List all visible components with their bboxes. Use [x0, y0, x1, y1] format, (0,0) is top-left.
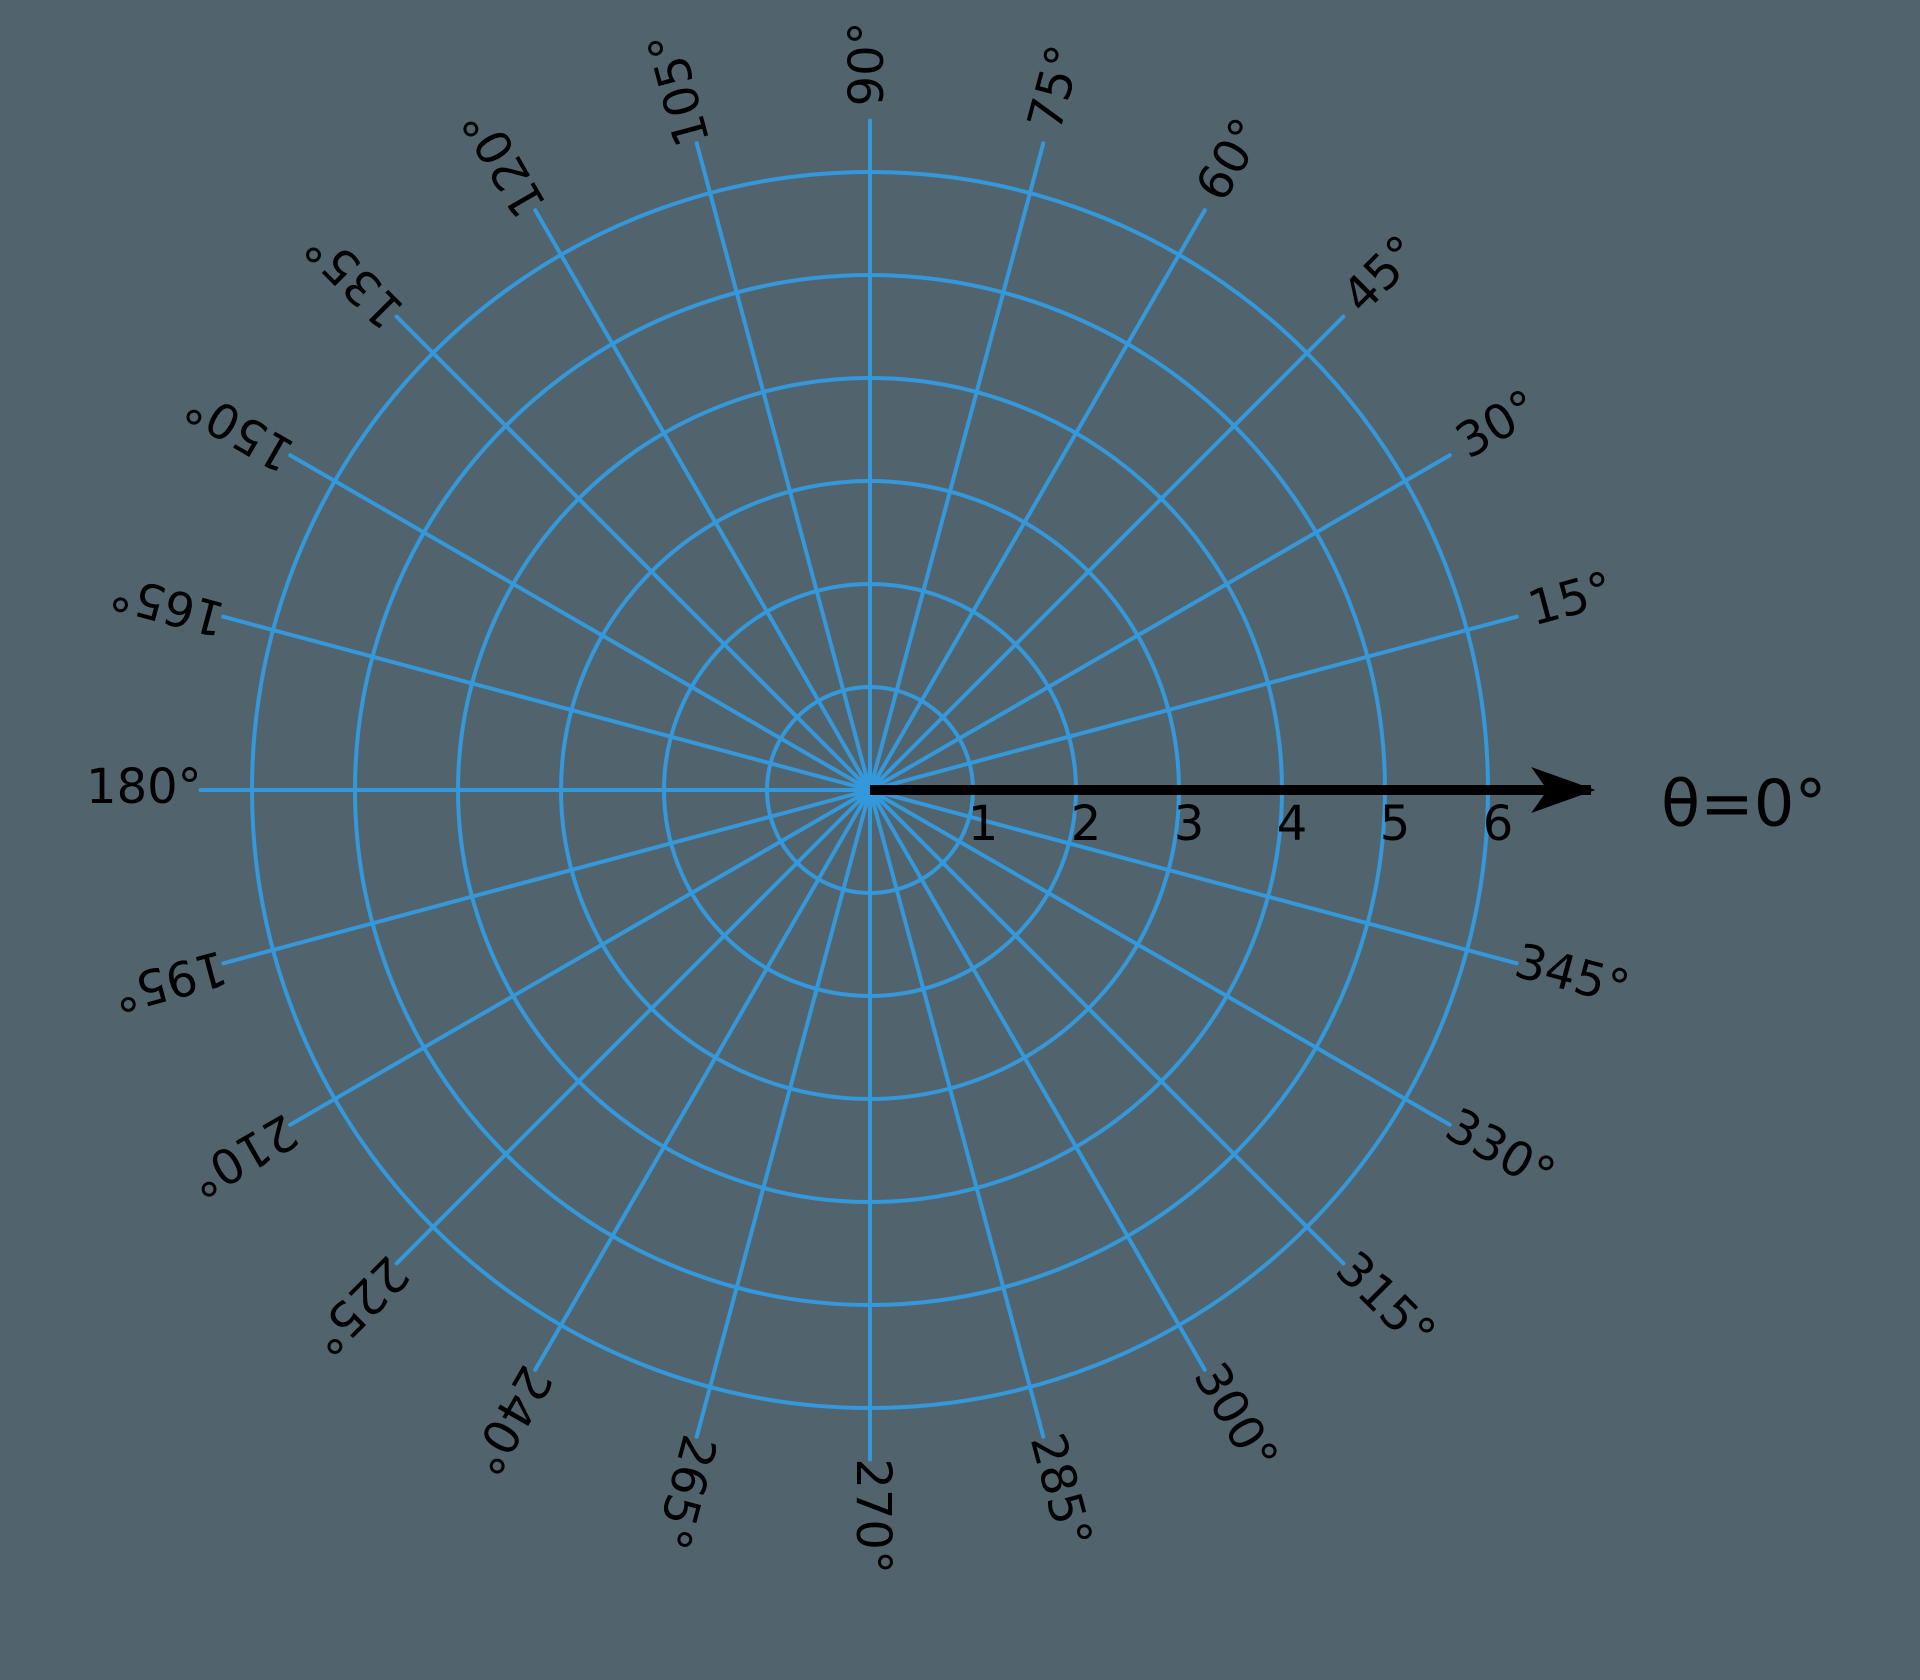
ring-label: 6	[1483, 796, 1514, 852]
ring-label: 5	[1380, 796, 1411, 852]
angle-label: 270°	[845, 1458, 901, 1574]
polar-grid-canvas: 12345615°30°45°60°75°90°105°120°135°150°…	[0, 0, 1920, 1680]
angle-label: 90°	[839, 21, 895, 106]
angle-label: 180°	[86, 759, 202, 815]
ring-label: 4	[1277, 796, 1308, 852]
ring-label: 2	[1071, 796, 1102, 852]
ring-label: 3	[1174, 796, 1205, 852]
zero-axis-label: θ=0°	[1661, 768, 1827, 842]
ring-label: 1	[968, 796, 999, 852]
